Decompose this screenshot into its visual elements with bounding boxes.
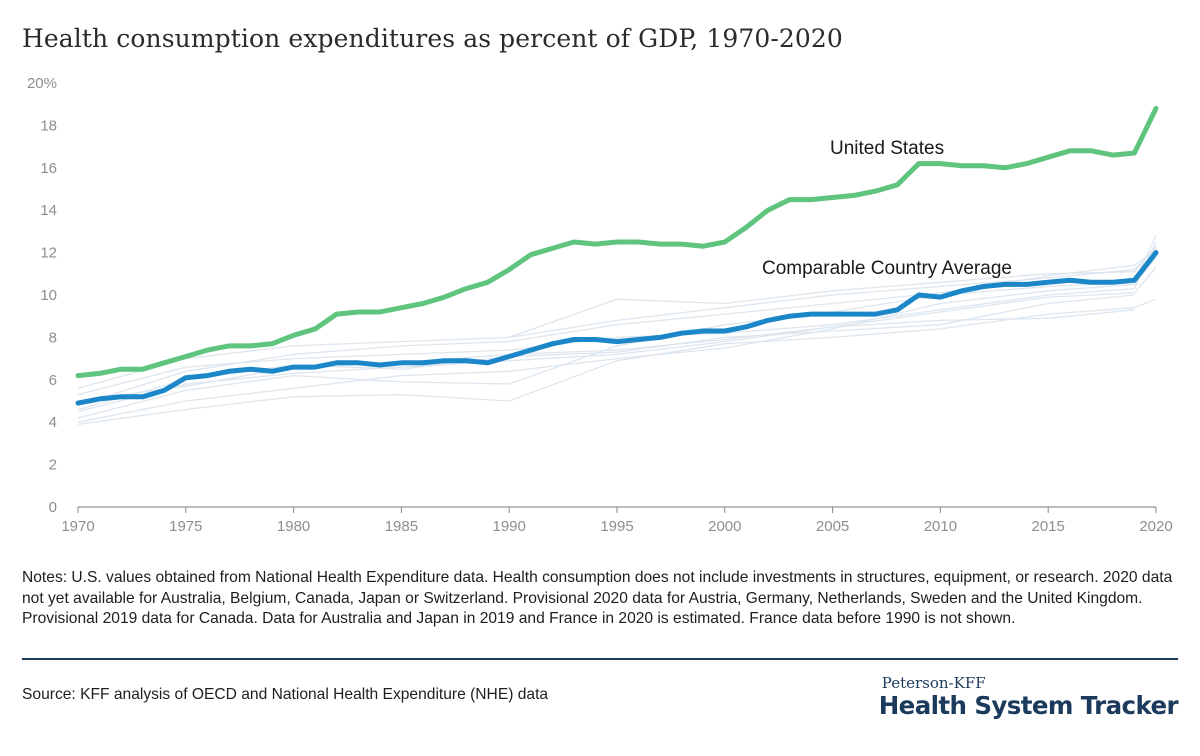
label-united-states: United States — [830, 138, 944, 159]
brand-subtitle: Peterson-KFF — [881, 674, 986, 692]
source-text: Source: KFF analysis of OECD and Nationa… — [22, 686, 549, 703]
main-series-lines — [75, 105, 1159, 406]
x-tick-label: 1970 — [61, 518, 94, 535]
x-tick-label: 1995 — [600, 518, 633, 535]
brand-title: Health System Tracker — [878, 691, 1179, 720]
brand-logo: Peterson-KFF Health System Tracker — [878, 674, 1179, 720]
background-line-7 — [77, 249, 1157, 406]
series-line-comparable-country-average — [75, 250, 1159, 406]
y-tick-label: 18 — [40, 117, 57, 134]
x-tick-label: 2005 — [816, 518, 849, 535]
background-line-2 — [77, 256, 1157, 423]
x-tick-label: 1985 — [385, 518, 418, 535]
label-comparable-country-average: Comparable Country Average — [762, 258, 1012, 279]
x-tick-label: 2010 — [924, 518, 957, 535]
series-line-united-states — [75, 105, 1159, 379]
y-tick-label: 8 — [49, 329, 57, 346]
x-tick-label: 2020 — [1139, 518, 1172, 535]
y-tick-label: 0 — [49, 499, 57, 516]
background-line-4 — [77, 298, 1157, 425]
y-axis: 0 2 4 6 8 10 12 14 16 18 20% — [27, 75, 57, 516]
background-country-lines — [77, 235, 1157, 425]
y-tick-label: 12 — [40, 245, 57, 262]
y-tick-label: 2 — [49, 457, 57, 474]
y-tick-label: 4 — [49, 414, 57, 431]
x-tick-label: 2015 — [1032, 518, 1065, 535]
background-line-9 — [508, 245, 1157, 339]
chart-notes: Notes: U.S. values obtained from Nationa… — [22, 569, 1173, 627]
x-tick-label: 1990 — [493, 518, 526, 535]
y-tick-label: 20% — [27, 75, 57, 92]
y-tick-label: 16 — [40, 160, 57, 177]
x-tick-label: 1980 — [277, 518, 310, 535]
x-axis: 1970 1975 1980 1985 1990 1995 2000 2005 2010 2015… — [61, 507, 1173, 535]
x-tick-label: 2000 — [708, 518, 741, 535]
chart-title: Health consumption expenditures as perce… — [22, 24, 843, 53]
x-tick-label: 1975 — [169, 518, 202, 535]
background-line-6 — [77, 309, 1135, 413]
y-tick-label: 6 — [49, 372, 57, 389]
divider — [22, 658, 1178, 660]
y-tick-label: 10 — [40, 287, 57, 304]
y-tick-label: 14 — [40, 202, 57, 219]
background-line-5 — [77, 247, 1157, 389]
